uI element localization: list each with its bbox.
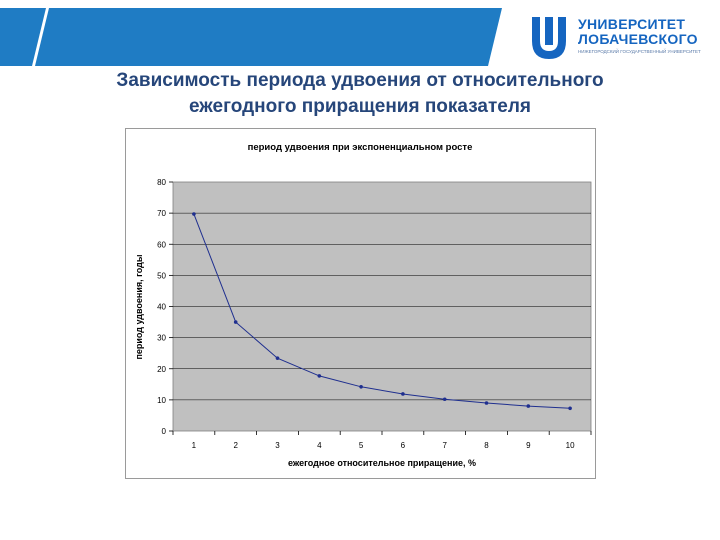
- logo-text-line2: ЛОБАЧЕВСКОГО: [578, 31, 698, 47]
- x-tick-label: 7: [442, 441, 447, 450]
- data-point: [317, 374, 322, 378]
- y-tick-label: 80: [157, 178, 166, 187]
- x-axis-label: ежегодное относительное приращение, %: [288, 458, 476, 468]
- y-tick-label: 40: [157, 303, 166, 312]
- slide-title: Зависимость периода удвоения от относите…: [60, 68, 660, 120]
- y-axis-label: период удвоения, годы: [134, 254, 144, 359]
- doubling-period-chart: период удвоения при экспоненциальном рос…: [134, 142, 592, 468]
- university-logo: УНИВЕРСИТЕТ ЛОБАЧЕВСКОГО НИЖЕГОРОДСКИЙ Г…: [526, 13, 706, 59]
- y-tick-label: 50: [157, 271, 166, 280]
- y-tick-label: 30: [157, 334, 166, 343]
- x-tick-label: 8: [484, 441, 489, 450]
- data-point: [401, 392, 405, 396]
- x-tick-label: 3: [275, 441, 280, 450]
- x-tick-label: 10: [566, 441, 575, 450]
- university-emblem-icon: [532, 17, 566, 59]
- y-tick-label: 70: [157, 209, 166, 218]
- data-point: [442, 397, 447, 402]
- data-point: [359, 385, 363, 389]
- y-tick-label: 0: [162, 427, 167, 436]
- y-tick-label: 20: [157, 365, 166, 374]
- logo-text-line3: НИЖЕГОРОДСКИЙ ГОСУДАРСТВЕННЫЙ УНИВЕРСИТЕ…: [578, 49, 701, 54]
- x-tick-label: 4: [317, 441, 322, 450]
- x-tick-label: 5: [359, 441, 364, 450]
- data-point: [526, 404, 531, 408]
- slide-title-line1: Зависимость периода удвоения от относите…: [116, 70, 604, 91]
- y-tick-label: 10: [157, 396, 166, 405]
- slide-title-line2: ежегодного приращения показателя: [188, 96, 532, 117]
- data-point: [192, 212, 196, 216]
- x-tick-label: 9: [526, 441, 531, 450]
- data-point: [275, 356, 280, 360]
- data-point: [233, 320, 238, 324]
- chart-frame: период удвоения при экспоненциальном рос…: [125, 128, 596, 479]
- gridlines: [173, 212, 591, 401]
- x-tick-label: 2: [233, 441, 238, 450]
- logo-text-line1: УНИВЕРСИТЕТ: [578, 16, 686, 32]
- series-line: [193, 213, 571, 409]
- x-axis-ticks: 1 2 3 4 5 6 7 8 9 10: [172, 431, 592, 450]
- y-axis-ticks: 0 10 20 30 40 50 60 70 80: [157, 178, 173, 436]
- x-tick-label: 6: [401, 441, 406, 450]
- y-tick-label: 60: [157, 240, 166, 249]
- header-banner: [0, 8, 502, 66]
- series-points: [192, 212, 572, 411]
- data-point: [568, 406, 572, 411]
- x-tick-label: 1: [192, 441, 197, 450]
- data-point: [484, 401, 489, 405]
- chart-title: период удвоения при экспоненциальном рос…: [248, 142, 473, 153]
